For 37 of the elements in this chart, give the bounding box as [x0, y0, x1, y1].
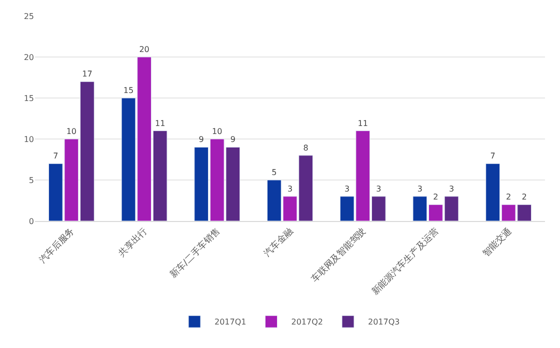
data-label: 8 — [303, 143, 308, 152]
data-label: 7 — [490, 152, 496, 161]
y-tick-label: 5 — [28, 176, 34, 185]
data-label: 9 — [198, 135, 204, 144]
data-label: 10 — [66, 127, 77, 136]
data-label: 11 — [154, 118, 166, 128]
legend-label: 2017Q3 — [368, 318, 400, 327]
legend-label: 2017Q2 — [291, 318, 323, 327]
legend-label: 2017Q1 — [214, 318, 246, 327]
data-label: 3 — [376, 184, 382, 194]
data-label: 3 — [448, 184, 454, 194]
data-label: 7 — [53, 152, 58, 161]
data-label: 20 — [139, 45, 150, 54]
x-tick-label: 汽车后服务 — [37, 226, 77, 266]
x-tick-label: 车联网及智能驾驶 — [309, 226, 368, 285]
data-label: 3 — [417, 184, 422, 194]
data-label: 10 — [212, 127, 222, 136]
data-label: 2 — [433, 192, 438, 202]
x-tick-label: 新车/二手车销售 — [168, 226, 222, 280]
y-tick-label: 0 — [28, 216, 34, 226]
y-tick-label: 10 — [24, 134, 34, 144]
data-label: 2 — [522, 192, 527, 202]
x-tick-label: 共享出行 — [116, 226, 150, 260]
data-label: 2 — [506, 192, 512, 202]
y-tick-label: 15 — [24, 94, 34, 103]
x-tick-label: 汽车金融 — [262, 226, 296, 260]
x-tick-label: 新能源汽车生产及运营 — [370, 226, 442, 298]
data-label: 5 — [272, 168, 277, 177]
data-label: 3 — [344, 184, 350, 194]
data-label: 15 — [123, 86, 134, 95]
data-label: 17 — [82, 70, 92, 79]
data-label: 11 — [358, 118, 368, 128]
data-label: 3 — [287, 184, 293, 194]
y-tick-label: 25 — [24, 12, 34, 21]
data-label: 9 — [230, 135, 236, 144]
x-tick-label: 智能交通 — [480, 226, 514, 260]
y-tick-label: 20 — [24, 52, 34, 62]
